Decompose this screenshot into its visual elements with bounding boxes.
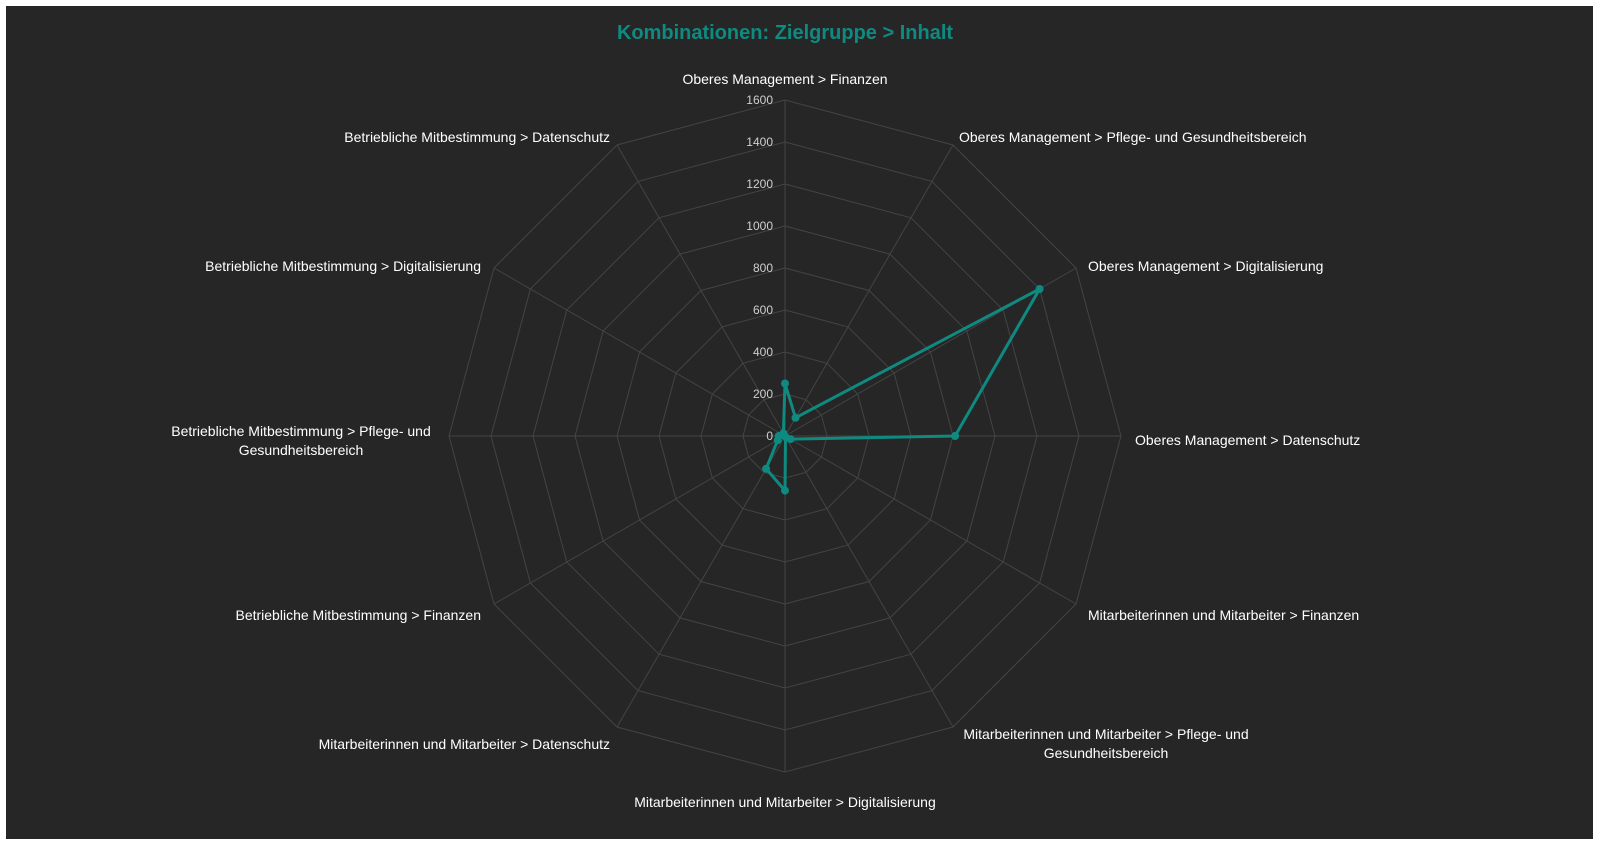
series-line	[764, 287, 1042, 493]
category-label: Oberes Management > Pflege- und Gesundhe…	[959, 129, 1307, 145]
data-point	[762, 464, 771, 473]
grid-spoke	[616, 435, 786, 728]
tick-label: 1400	[746, 135, 773, 149]
category-label: Oberes Management > Digitalisierung	[1088, 258, 1323, 274]
data-series	[762, 285, 1044, 495]
category-label: Betriebliche Mitbestimmung > Digitalisie…	[205, 258, 481, 274]
category-label: Betriebliche Mitbestimmung > Datenschutz	[344, 129, 610, 145]
grid-spoke	[616, 144, 786, 437]
grid-spoke	[493, 267, 786, 437]
tick-label: 1600	[746, 93, 773, 107]
chart-title: Kombinationen: Zielgruppe > Inhalt	[617, 22, 953, 44]
grid-spoke	[493, 435, 786, 605]
data-point	[781, 379, 789, 388]
category-label: Betriebliche Mitbestimmung > Finanzen	[235, 607, 481, 623]
category-label: Mitarbeiterinnen und Mitarbeiter > Daten…	[319, 736, 610, 752]
radar-chart: Kombinationen: Zielgruppe > Inhalt 0 200 4…	[171, 22, 1360, 810]
data-point	[781, 486, 789, 495]
tick-label: 1200	[746, 177, 773, 191]
tick-label: 600	[753, 303, 773, 317]
data-point	[1035, 285, 1044, 293]
category-labels: Oberes Management > Finanzen Oberes Manag…	[171, 71, 1360, 810]
tick-label: 400	[753, 345, 773, 359]
radial-tick-labels: 0 200 400 600 800 1000 1200 1400 1600	[746, 93, 773, 443]
data-point	[791, 413, 800, 422]
category-label: Mitarbeiterinnen und Mitarbeiter > Digit…	[634, 794, 936, 810]
radar-grid	[448, 99, 1122, 773]
tick-label: 800	[753, 261, 773, 275]
data-point	[951, 432, 960, 440]
category-label: Mitarbeiterinnen und Mitarbeiter > Pfleg…	[963, 726, 1248, 761]
category-label: Mitarbeiterinnen und Mitarbeiter > Finan…	[1088, 607, 1359, 623]
grid-spoke	[784, 435, 954, 728]
chart-frame: Kombinationen: Zielgruppe > Inhalt 0 200 4…	[6, 6, 1593, 839]
grid-spoke	[784, 435, 1077, 605]
category-label: Oberes Management > Datenschutz	[1135, 432, 1360, 448]
tick-label: 1000	[746, 219, 773, 233]
category-label: Betriebliche Mitbestimmung > Pflege- und…	[171, 423, 431, 458]
category-label: Oberes Management > Finanzen	[682, 71, 887, 87]
tick-label: 0	[766, 429, 773, 443]
data-point	[779, 429, 788, 438]
tick-label: 200	[753, 387, 773, 401]
grid-spoke	[784, 144, 954, 437]
